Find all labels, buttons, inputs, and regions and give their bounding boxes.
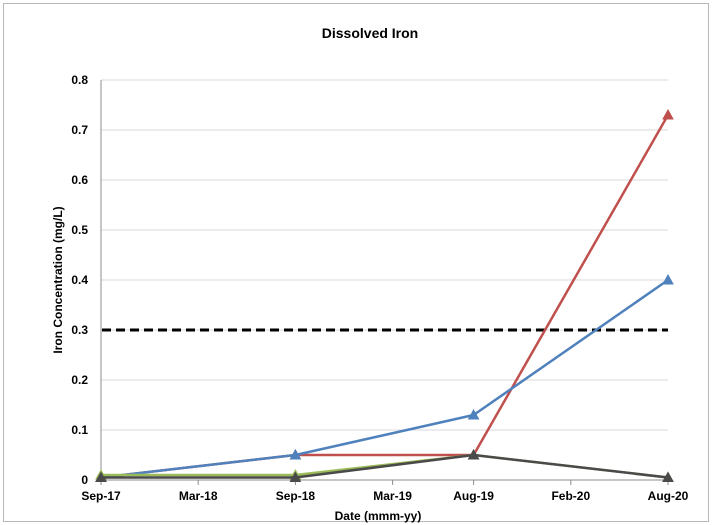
y-tick-label: 0.3	[71, 323, 88, 337]
y-tick-label: 0.1	[71, 423, 88, 437]
x-tick-label: Aug-19	[453, 489, 494, 503]
chart-frame	[3, 3, 709, 522]
x-tick-label: Aug-20	[648, 489, 689, 503]
x-tick-label: Sep-17	[81, 489, 121, 503]
axes	[100, 80, 669, 485]
y-tick-label: 0.5	[71, 223, 88, 237]
y-tick-label: 0.8	[71, 73, 88, 87]
y-tick-label: 0.4	[71, 273, 88, 287]
x-tick-label: Sep-18	[276, 489, 316, 503]
data-point-marker	[662, 471, 674, 482]
series-line	[100, 278, 669, 479]
y-tick-label: 0.2	[71, 373, 88, 387]
y-tick-label: 0.6	[71, 173, 88, 187]
series-line	[101, 453, 669, 479]
data-point-marker	[95, 471, 107, 482]
series-group	[95, 108, 674, 482]
x-tick-label: Mar-19	[373, 489, 412, 503]
data-point-marker	[467, 408, 480, 420]
x-tick-label: Mar-18	[179, 489, 218, 503]
data-point-marker	[289, 471, 302, 482]
x-tick-label: Feb-20	[551, 489, 590, 503]
y-tick-labels: 0 0.1 0.2 0.3 0.4 0.5 0.6 0.7 0.8	[71, 73, 88, 487]
x-axis-label: Date (mmm-yy)	[335, 509, 422, 523]
chart-title: Dissolved Iron	[322, 25, 418, 41]
data-point-marker	[662, 273, 674, 285]
series-line	[100, 114, 670, 479]
y-axis-label: Iron Concentration (mg/L)	[51, 206, 65, 353]
y-tick-label: 0	[81, 473, 88, 487]
gridlines	[101, 79, 668, 431]
data-point-marker	[289, 448, 302, 460]
data-point-marker	[662, 108, 674, 120]
x-tick-labels: Sep-17 Mar-18 Sep-18 Mar-19 Aug-19 Feb-20 Aug-…	[81, 489, 688, 503]
y-tick-label: 0.7	[71, 123, 88, 137]
data-point-marker	[467, 448, 480, 460]
